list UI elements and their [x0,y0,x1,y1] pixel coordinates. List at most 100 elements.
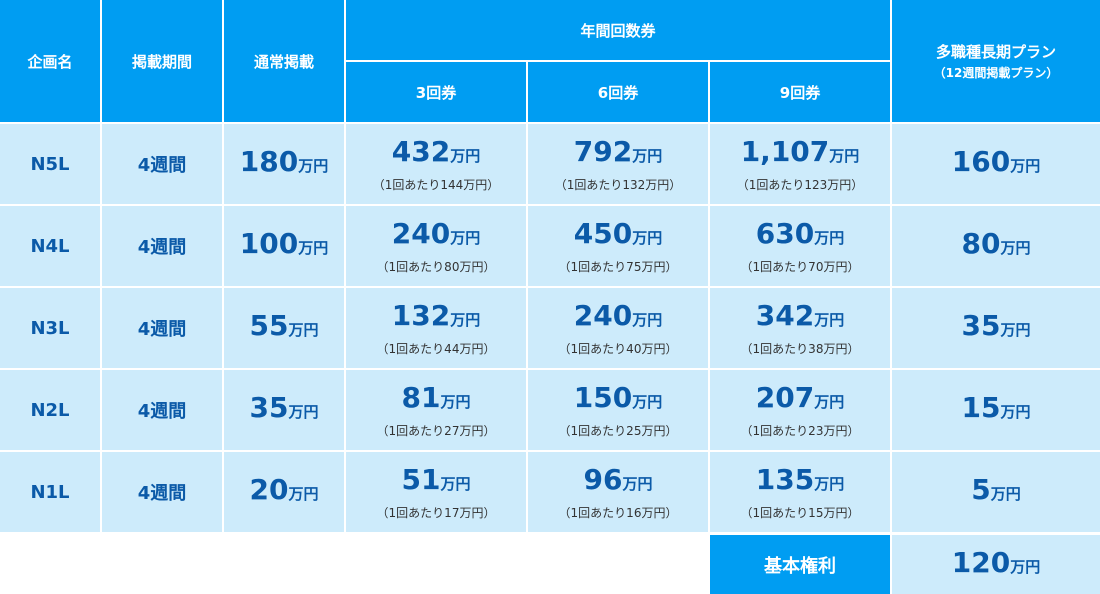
per-use-price: （1回あたり25万円） [558,423,678,438]
unit-label: 万円 [1000,403,1031,421]
price-value: 207 [755,380,815,414]
header-normal: 通常掲載 [224,0,344,122]
unit-label: 万円 [632,310,663,329]
price-value: 132 [391,298,451,332]
plan-name: N1L [30,481,70,503]
price-value: 630 [755,216,815,250]
period-value: 4週間 [137,483,187,504]
plan-name: N5L [30,153,70,175]
price-value: 150 [573,380,633,414]
table-cell-t9: 342万円 （1回あたり38万円） [710,288,890,368]
table-cell-period: 4週間 [102,370,222,450]
table-cell-t6: 792万円 （1回あたり132万円） [528,124,708,204]
price-value: 792 [573,134,633,168]
unit-label: 万円 [450,228,481,247]
header-t9: 9回券 [710,62,890,122]
unit-label: 万円 [288,321,319,339]
plan-name: N4L [30,235,70,257]
price-value: 180 [239,145,299,178]
table-cell-t9: 630万円 （1回あたり70万円） [710,206,890,286]
table-cell-t9: 135万円 （1回あたり15万円） [710,452,890,532]
per-use-price: （1回あたり80万円） [376,259,496,274]
unit-label: 万円 [298,157,329,175]
table-cell-t9: 207万円 （1回あたり23万円） [710,370,890,450]
price-value: 100 [239,227,299,260]
period-value: 4週間 [137,401,187,422]
header-multi: 多職種長期プラン （12週間掲載プラン） [892,0,1100,122]
price-value: 5 [971,473,991,506]
table-cell-t6: 240万円 （1回あたり40万円） [528,288,708,368]
price-value: 432 [391,134,451,168]
plan-name: N2L [30,399,70,421]
price-value: 240 [573,298,633,332]
price-value: 20 [249,473,289,506]
unit-label: 万円 [1000,321,1031,339]
price-value: 1,107 [740,134,830,168]
table-cell-t9: 1,107万円 （1回あたり123万円） [710,124,890,204]
unit-label: 万円 [288,485,319,503]
per-use-price: （1回あたり132万円） [554,177,682,192]
unit-label: 万円 [632,392,663,411]
footer-value-cell: 120万円 [892,535,1100,594]
table-cell-multi: 5万円 [892,452,1100,532]
price-value: 450 [573,216,633,250]
table-cell-normal: 180万円 [224,124,344,204]
table-cell-period: 4週間 [102,206,222,286]
footer-value: 120 [951,545,1011,579]
per-use-price: （1回あたり27万円） [376,423,496,438]
table-cell-multi: 80万円 [892,206,1100,286]
header-annual-label: 年間回数券 [580,21,656,40]
header-plan-label: 企画名 [27,52,73,71]
per-use-price: （1回あたり15万円） [740,505,860,520]
unit-label: 万円 [1010,157,1041,175]
price-value: 81 [401,380,441,414]
period-value: 4週間 [137,155,187,176]
unit-label: 万円 [829,146,860,165]
header-t9-label: 9回券 [779,83,821,102]
table-cell-t6: 450万円 （1回あたり75万円） [528,206,708,286]
footer-label: 基本権利 [764,555,836,577]
table-cell-period: 4週間 [102,288,222,368]
period-value: 4週間 [137,319,187,340]
table-cell-normal: 35万円 [224,370,344,450]
table-cell-multi: 160万円 [892,124,1100,204]
unit-label: 万円 [814,228,845,247]
per-use-price: （1回あたり23万円） [740,423,860,438]
header-t3: 3回券 [346,62,526,122]
table-cell-name: N3L [0,288,100,368]
unit-label: 万円 [990,485,1021,503]
per-use-price: （1回あたり38万円） [740,341,860,356]
price-value: 160 [951,145,1011,178]
per-use-price: （1回あたり70万円） [740,259,860,274]
unit-label: 万円 [814,392,845,411]
per-use-price: （1回あたり144万円） [372,177,500,192]
table-cell-t6: 96万円 （1回あたり16万円） [528,452,708,532]
unit-label: 万円 [1010,557,1041,576]
per-use-price: （1回あたり40万円） [558,341,678,356]
per-use-price: （1回あたり123万円） [736,177,864,192]
per-use-price: （1回あたり44万円） [376,341,496,356]
table-cell-t3: 432万円 （1回あたり144万円） [346,124,526,204]
header-normal-label: 通常掲載 [253,52,314,71]
header-t6-label: 6回券 [597,83,639,102]
table-cell-name: N2L [0,370,100,450]
table-cell-period: 4週間 [102,124,222,204]
header-multi-label: 多職種長期プラン [935,43,1056,61]
plan-name: N3L [30,317,70,339]
table-cell-normal: 100万円 [224,206,344,286]
unit-label: 万円 [288,403,319,421]
table-cell-t3: 51万円 （1回あたり17万円） [346,452,526,532]
header-plan: 企画名 [0,0,100,122]
period-value: 4週間 [137,237,187,258]
footer-label-cell: 基本権利 [710,535,890,594]
unit-label: 万円 [450,310,481,329]
table-cell-t3: 240万円 （1回あたり80万円） [346,206,526,286]
table-cell-normal: 55万円 [224,288,344,368]
price-value: 35 [249,391,289,424]
per-use-price: （1回あたり75万円） [558,259,678,274]
table-cell-name: N5L [0,124,100,204]
table-cell-name: N1L [0,452,100,532]
per-use-price: （1回あたり17万円） [376,505,496,520]
header-period: 掲載期間 [102,0,222,122]
unit-label: 万円 [450,146,481,165]
